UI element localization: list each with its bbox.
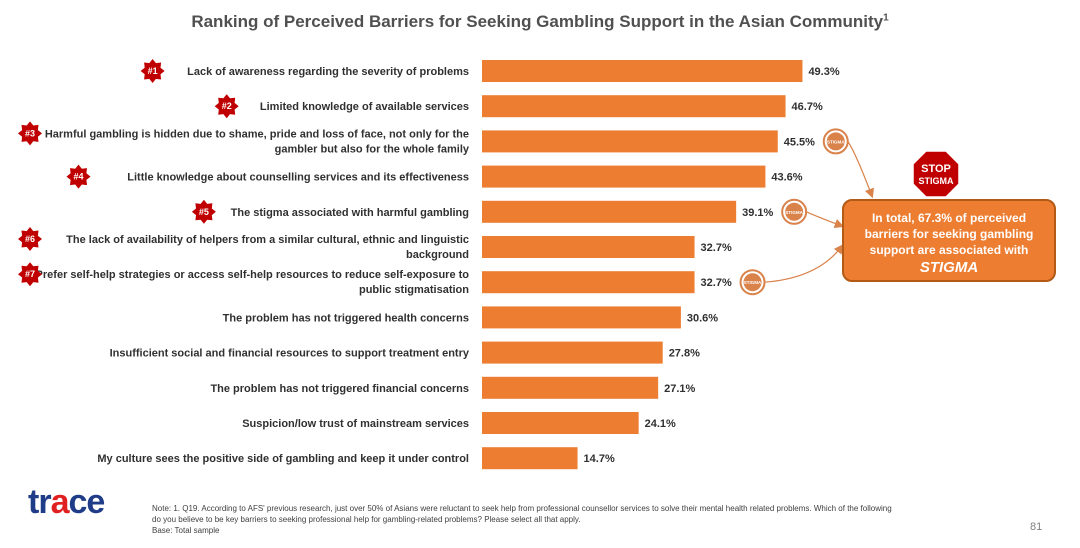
category-label-8: The problem has not triggered health con… <box>223 312 469 324</box>
category-label-12: My culture sees the positive side of gam… <box>97 453 469 465</box>
stop-stigma-sign: STOP STIGMA <box>912 150 960 198</box>
bar-8 <box>482 306 681 329</box>
chart-title: Ranking of Perceived Barriers for Seekin… <box>191 12 889 31</box>
category-label-6-line2: background <box>406 249 469 261</box>
rank-badge-4 <box>66 164 91 189</box>
category-label-7-line2: public stigmatisation <box>359 284 469 296</box>
rank-badge-text-6: #6 <box>25 234 35 244</box>
connector-1 <box>847 141 874 199</box>
value-label-7: 32.7% <box>701 277 732 289</box>
bar-3 <box>482 130 778 153</box>
stigma-callout: In total, 67.3% of perceived barriers fo… <box>842 199 1056 282</box>
callout-line3: support are associated with <box>869 243 1029 257</box>
value-label-12: 14.7% <box>584 453 615 465</box>
stigma-badge-inner-5 <box>785 202 804 221</box>
value-label-11: 24.1% <box>645 418 676 430</box>
category-label-3-line1: Harmful gambling is hidden due to shame,… <box>45 128 469 140</box>
stigma-badge-text-7: STIGMA <box>744 280 762 285</box>
bar-6 <box>482 236 695 258</box>
category-label-11: Suspicion/low trust of mainstream servic… <box>242 418 469 430</box>
footnote-line1: Note: 1. Q19. According to AFS' previous… <box>152 504 892 513</box>
bar-7 <box>482 271 695 294</box>
value-label-6: 32.7% <box>701 242 732 254</box>
category-label-4: Little knowledge about counselling servi… <box>127 172 469 184</box>
stop-sign-line2: STIGMA <box>919 176 954 186</box>
category-label-5: The stigma associated with harmful gambl… <box>231 207 469 219</box>
bar-11 <box>482 412 639 434</box>
value-label-9: 27.8% <box>669 348 700 360</box>
category-label-2: Limited knowledge of available services <box>260 101 469 113</box>
rank-badge-text-2: #2 <box>222 101 232 111</box>
bar-9 <box>482 341 663 364</box>
category-label-9: Insufficient social and financial resour… <box>110 348 470 360</box>
trace-logo: trace <box>28 483 105 521</box>
bar-10 <box>482 376 659 399</box>
bar-5 <box>482 200 737 223</box>
rank-badge-3 <box>18 121 42 146</box>
value-label-3: 45.5% <box>784 136 815 148</box>
rank-badge-1 <box>140 59 165 83</box>
rank-badge-text-5: #5 <box>199 207 209 217</box>
value-label-8: 30.6% <box>687 312 718 324</box>
rank-badge-text-1: #1 <box>148 66 158 76</box>
page-number: 81 <box>1030 521 1043 533</box>
stigma-badge-inner-7 <box>743 273 762 292</box>
rank-badge-5 <box>191 199 216 224</box>
footnote-line2: do you believe to be key barriers to see… <box>152 515 581 524</box>
rank-badge-text-3: #3 <box>25 128 35 138</box>
bar-2 <box>482 95 786 118</box>
callout-line1: In total, 67.3% of perceived <box>871 211 1027 225</box>
value-label-4: 43.6% <box>771 172 802 184</box>
category-label-3-line2: gambler but also for the whole family <box>275 143 470 155</box>
category-label-6-line1: The lack of availability of helpers from… <box>66 234 469 246</box>
category-label-7-line1: Prefer self-help strategies or access se… <box>36 269 470 281</box>
category-label-10: The problem has not triggered financial … <box>210 383 469 395</box>
stigma-badge-text-3: STIGMA <box>827 139 845 144</box>
connector-3 <box>764 244 844 283</box>
stigma-badge-inner-3 <box>826 132 845 151</box>
callout-line2: barriers for seeking gambling <box>864 227 1034 241</box>
rank-badge-text-4: #4 <box>73 172 83 182</box>
connector-2 <box>805 211 845 229</box>
value-label-2: 46.7% <box>792 101 823 113</box>
bar-4 <box>482 165 766 188</box>
category-label-1: Lack of awareness regarding the severity… <box>187 66 469 78</box>
stop-sign-line1: STOP <box>921 163 951 175</box>
footnote-line3: Base: Total sample <box>152 526 220 535</box>
rank-badge-2 <box>214 94 239 119</box>
rank-badge-7 <box>18 262 42 287</box>
bar-1 <box>482 60 803 82</box>
bar-12 <box>482 447 578 470</box>
footnote: Note: 1. Q19. According to AFS' previous… <box>152 503 1012 536</box>
callout-line4: STIGMA <box>919 259 979 276</box>
rank-badge-text-7: #7 <box>25 269 35 279</box>
value-label-1: 49.3% <box>808 66 839 78</box>
stigma-badge-text-5: STIGMA <box>785 210 803 215</box>
rank-badge-6 <box>18 227 42 251</box>
value-label-10: 27.1% <box>664 383 695 395</box>
value-label-5: 39.1% <box>742 207 773 219</box>
